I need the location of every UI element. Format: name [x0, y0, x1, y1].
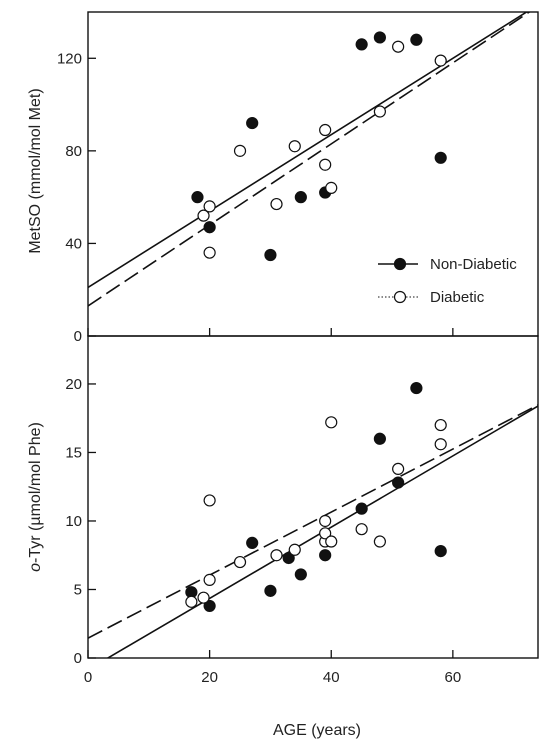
point-non-diabetic-metso: [246, 116, 259, 130]
point-non-diabetic-otyr: [294, 568, 307, 581]
point-non-diabetic-otyr: [203, 599, 216, 613]
point-non-diabetic-otyr: [392, 476, 405, 489]
legend-label-diabetic: Diabetic: [430, 289, 485, 306]
point-diabetic-otyr: [325, 535, 338, 548]
point-non-diabetic-otyr: [410, 381, 423, 395]
point-diabetic-otyr: [185, 595, 198, 608]
point-diabetic-otyr: [319, 514, 332, 528]
point-non-diabetic-otyr: [434, 545, 447, 558]
point-non-diabetic-metso: [191, 191, 204, 204]
panel-otyr: 0 5 10 15 20 0 20 40 60: [65, 335, 539, 686]
point-diabetic-otyr: [434, 438, 447, 451]
point-non-diabetic-metso: [373, 31, 386, 44]
y-tick-label-otyr: 0: [74, 650, 82, 667]
point-non-diabetic-otyr: [355, 502, 368, 515]
y-axis-title-otyr-rest: -Tyr (µmol/mol Phe): [27, 422, 44, 563]
fit-line-diabetic-otyr: [88, 404, 538, 639]
point-diabetic-otyr: [434, 418, 447, 432]
y-tick-label-otyr: 10: [65, 513, 82, 530]
point-diabetic-metso: [319, 158, 332, 171]
point-diabetic-metso: [270, 197, 283, 211]
y-tick-label-metso: 80: [65, 143, 82, 160]
y-axis-title-otyr-prefix: o: [27, 563, 44, 572]
point-diabetic-otyr: [203, 494, 216, 507]
legend: Non-Diabetic Diabetic: [378, 256, 517, 306]
point-diabetic-otyr: [203, 573, 216, 586]
legend-marker-diabetic: [393, 290, 407, 304]
x-tick-label: 60: [445, 669, 462, 686]
point-diabetic-metso: [325, 181, 338, 194]
point-diabetic-metso: [392, 40, 405, 53]
point-non-diabetic-otyr: [246, 536, 259, 550]
point-non-diabetic-otyr: [319, 549, 332, 562]
point-diabetic-metso: [319, 123, 332, 137]
y-tick-label-metso: 0: [74, 328, 82, 345]
point-diabetic-otyr: [392, 462, 405, 476]
x-tick-label: 20: [201, 669, 218, 686]
y-tick-label-otyr: 20: [65, 376, 82, 393]
legend-label-non-diabetic: Non-Diabetic: [430, 256, 517, 273]
point-non-diabetic-metso: [203, 221, 216, 234]
x-axis-title: AGE (years): [273, 722, 361, 739]
panel-metso: 0 40 80 120: [57, 11, 539, 345]
fit-line-non-diabetic-otyr: [106, 405, 538, 658]
point-diabetic-otyr: [355, 523, 368, 536]
y-axis-title-metso: MetSO (mmol/mol Met): [27, 88, 44, 253]
point-diabetic-otyr: [288, 543, 301, 556]
fit-line-diabetic-metso: [88, 12, 531, 307]
point-non-diabetic-otyr: [373, 432, 386, 445]
plot-frame-metso: [87, 11, 539, 337]
legend-marker-non-diabetic: [393, 257, 407, 271]
point-non-diabetic-metso: [410, 33, 423, 46]
point-diabetic-metso: [233, 144, 247, 157]
y-tick-label-metso: 40: [65, 235, 82, 252]
x-tick-label: 40: [323, 669, 340, 686]
point-non-diabetic-metso: [294, 191, 307, 204]
y-tick-label-metso: 120: [57, 50, 82, 67]
fit-line-non-diabetic-metso: [88, 12, 529, 289]
point-non-diabetic-otyr: [282, 551, 295, 565]
point-diabetic-metso: [197, 209, 210, 222]
x-tick-label: 0: [84, 669, 92, 686]
point-diabetic-metso: [434, 54, 447, 67]
point-diabetic-otyr: [197, 591, 210, 604]
point-diabetic-otyr: [270, 549, 283, 562]
point-diabetic-otyr: [319, 527, 332, 540]
point-diabetic-metso: [288, 140, 301, 153]
point-non-diabetic-otyr: [264, 584, 277, 597]
y-tick-label-otyr: 5: [74, 581, 82, 598]
point-non-diabetic-metso: [434, 151, 447, 164]
point-diabetic-metso: [203, 246, 216, 259]
y-tick-label-otyr: 15: [65, 444, 82, 461]
point-diabetic-metso: [373, 105, 386, 118]
plot-frame-otyr: [87, 335, 539, 659]
point-non-diabetic-metso: [264, 248, 277, 262]
point-diabetic-otyr: [233, 555, 247, 569]
y-axis-title-otyr: o-Tyr (µmol/mol Phe): [27, 422, 44, 572]
point-diabetic-otyr: [373, 535, 386, 548]
point-non-diabetic-metso: [355, 38, 368, 51]
point-diabetic-metso: [203, 200, 216, 213]
point-diabetic-otyr: [325, 416, 338, 429]
